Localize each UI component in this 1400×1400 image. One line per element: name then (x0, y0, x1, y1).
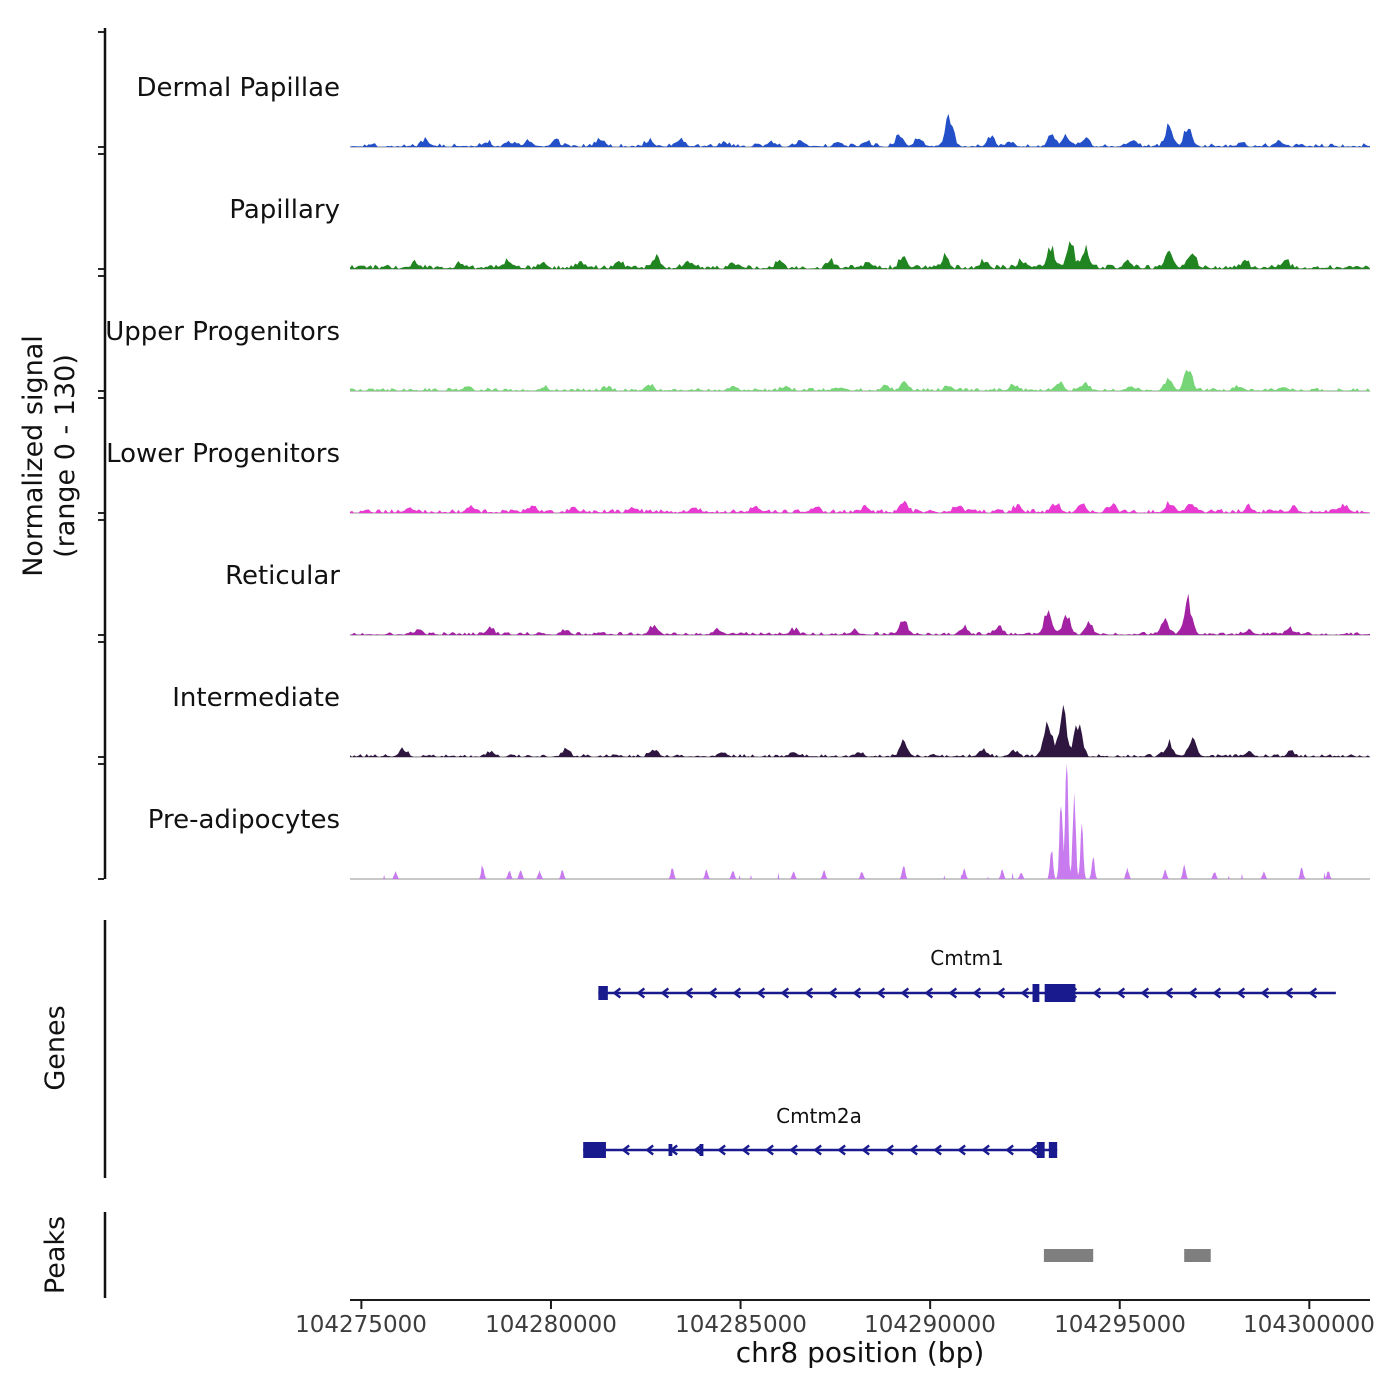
x-axis-label: chr8 position (bp) (735, 1336, 985, 1369)
x-tick-label-5: 104300000 (1243, 1312, 1375, 1338)
y-axis-label: Normalized signal (range 0 - 130) (18, 174, 82, 738)
track-label-pre-adipocytes: Pre-adipocytes (147, 805, 340, 835)
x-tick-label-0: 104275000 (295, 1312, 427, 1338)
track-label-dermal-papillae: Dermal Papillae (136, 73, 340, 103)
x-tick-label-2: 104285000 (675, 1312, 807, 1338)
track-label-intermediate: Intermediate (172, 683, 340, 713)
y-axis-label-line1: Normalized signal (18, 335, 49, 577)
x-tick-label-4: 104295000 (1054, 1312, 1186, 1338)
track-label-reticular: Reticular (225, 561, 340, 591)
track-label-upper-progenitors: Upper Progenitors (105, 317, 340, 347)
track-label-lower-progenitors: Lower Progenitors (106, 439, 340, 469)
gene-label-cmtm1: Cmtm1 (930, 946, 1004, 970)
gene-label-cmtm2a: Cmtm2a (776, 1104, 862, 1128)
x-tick-label-1: 104280000 (485, 1312, 617, 1338)
peaks-section-label: Peaks (40, 1215, 71, 1295)
x-tick-label-3: 104290000 (864, 1312, 996, 1338)
track-label-papillary: Papillary (229, 195, 340, 225)
genes-section-label: Genes (40, 1005, 71, 1091)
y-axis-label-line2: (range 0 - 130) (50, 354, 81, 558)
